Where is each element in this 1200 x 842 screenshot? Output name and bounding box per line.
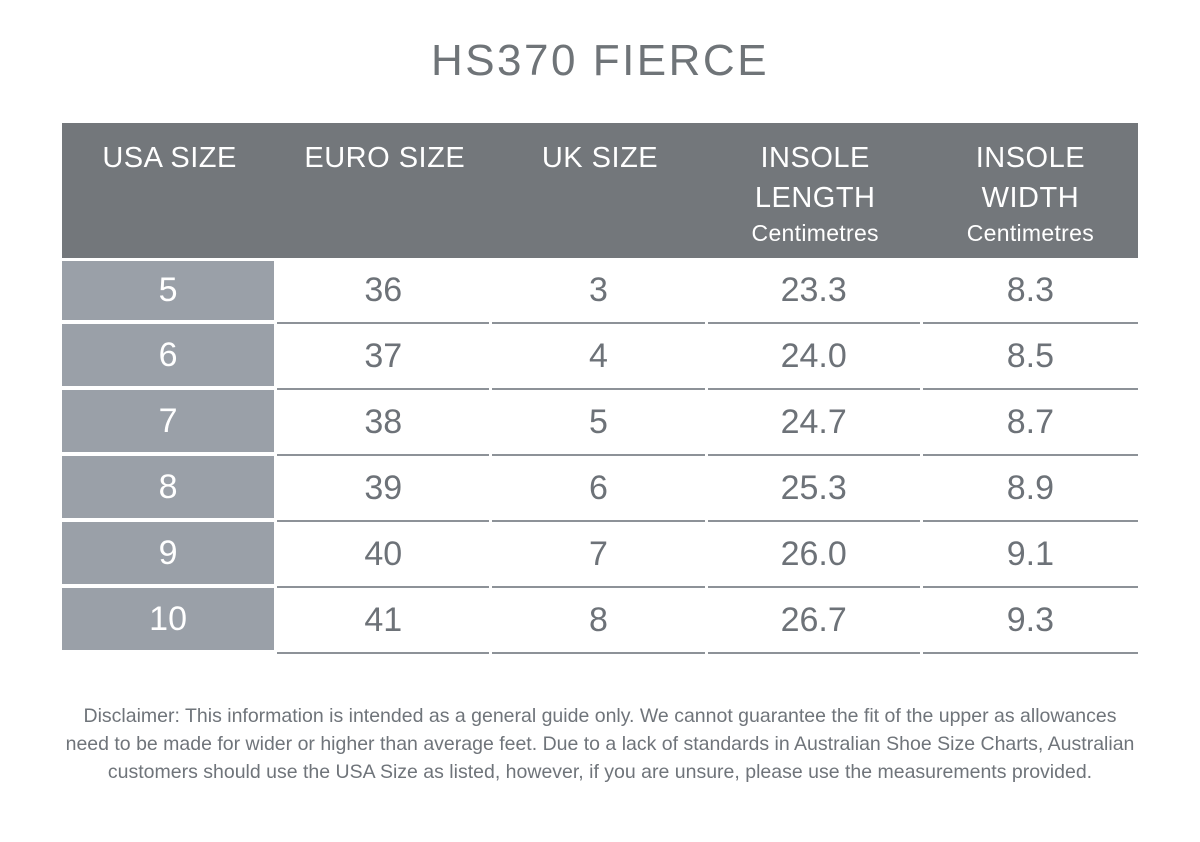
euro-size-cell: 39	[277, 456, 490, 522]
insole-length-cell: 23.3	[707, 258, 920, 324]
table-row: 9 40 7 26.0 9.1	[62, 522, 1138, 588]
insole-length-cell: 26.0	[707, 522, 920, 588]
usa-size-cell: 6	[62, 324, 275, 390]
insole-length-cell: 24.0	[707, 324, 920, 390]
uk-size-cell: 5	[492, 390, 705, 456]
insole-width-cell: 8.3	[922, 258, 1138, 324]
table-header-row: USA SIZE EURO SIZE UK SIZE INSOLE LENGTH…	[62, 123, 1138, 258]
header-sub-label: Centimetres	[966, 220, 1095, 246]
header-label: UK SIZE	[541, 142, 659, 174]
table-body: 5 36 3 23.3 8.3 6 37 4 24.0 8.5 7 38 5 2…	[62, 258, 1138, 654]
disclaimer-line-3: customers should use the USA Size as lis…	[107, 761, 1093, 783]
header-insole-length: INSOLE LENGTH Centimetres	[708, 123, 923, 258]
header-label: EURO SIZE	[304, 142, 466, 174]
usa-size-cell: 5	[62, 258, 275, 324]
header-label: INSOLE LENGTH	[754, 142, 876, 214]
header-label: INSOLE WIDTH	[975, 142, 1086, 214]
uk-size-cell: 4	[492, 324, 705, 390]
disclaimer-line-1: Disclaimer: This information is intended…	[83, 705, 1117, 727]
header-sub-label: Centimetres	[751, 220, 879, 246]
euro-size-cell: 38	[277, 390, 490, 456]
insole-width-cell: 9.1	[922, 522, 1138, 588]
header-euro-size: EURO SIZE	[277, 123, 492, 258]
page-title: HS370 FIERCE	[430, 36, 770, 85]
uk-size-cell: 6	[492, 456, 705, 522]
table-row: 7 38 5 24.7 8.7	[62, 390, 1138, 456]
header-label: USA SIZE	[102, 142, 237, 174]
size-chart-table: USA SIZE EURO SIZE UK SIZE INSOLE LENGTH…	[62, 123, 1138, 654]
table-row: 8 39 6 25.3 8.9	[62, 456, 1138, 522]
uk-size-cell: 7	[492, 522, 705, 588]
uk-size-cell: 3	[492, 258, 705, 324]
usa-size-cell: 8	[62, 456, 275, 522]
euro-size-cell: 41	[277, 588, 490, 654]
insole-width-cell: 8.9	[922, 456, 1138, 522]
uk-size-cell: 8	[492, 588, 705, 654]
header-usa-size: USA SIZE	[62, 123, 277, 258]
insole-length-cell: 25.3	[707, 456, 920, 522]
insole-length-cell: 26.7	[707, 588, 920, 654]
disclaimer-text: Disclaimer: This information is intended…	[0, 702, 1200, 786]
usa-size-cell: 7	[62, 390, 275, 456]
insole-width-cell: 8.5	[922, 324, 1138, 390]
table-row: 6 37 4 24.0 8.5	[62, 324, 1138, 390]
usa-size-cell: 10	[62, 588, 275, 654]
insole-width-cell: 8.7	[922, 390, 1138, 456]
usa-size-cell: 9	[62, 522, 275, 588]
euro-size-cell: 36	[277, 258, 490, 324]
insole-length-cell: 24.7	[707, 390, 920, 456]
insole-width-cell: 9.3	[922, 588, 1138, 654]
header-insole-width: INSOLE WIDTH Centimetres	[923, 123, 1138, 258]
euro-size-cell: 40	[277, 522, 490, 588]
table-row: 10 41 8 26.7 9.3	[62, 588, 1138, 654]
disclaimer-line-2: need to be made for wider or higher than…	[65, 733, 1135, 755]
table-row: 5 36 3 23.3 8.3	[62, 258, 1138, 324]
euro-size-cell: 37	[277, 324, 490, 390]
header-uk-size: UK SIZE	[492, 123, 707, 258]
